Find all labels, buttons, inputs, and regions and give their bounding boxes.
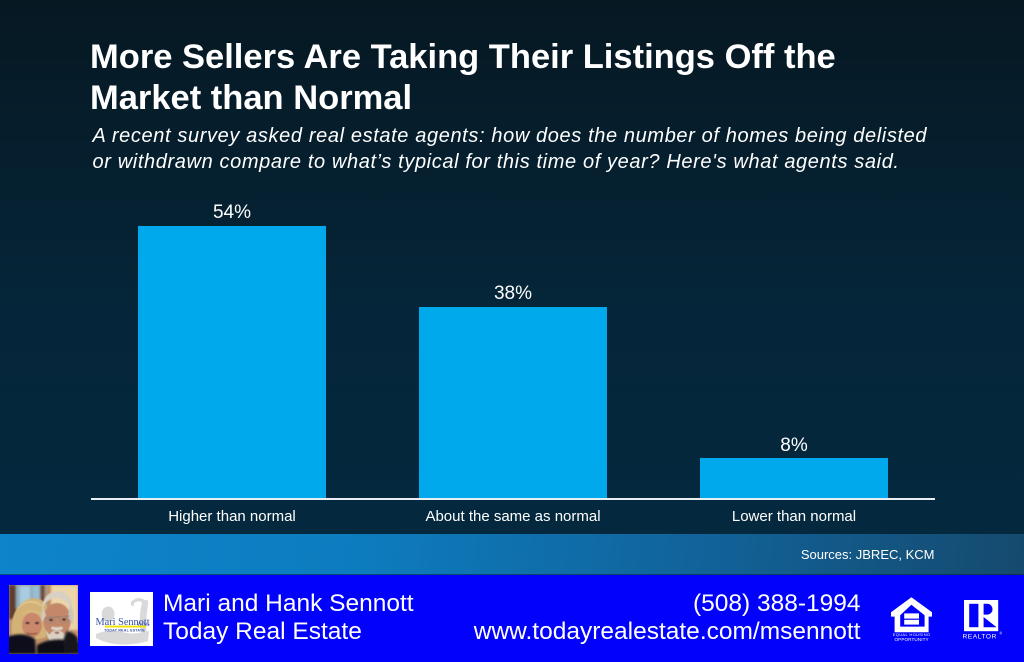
svg-text:Mari Sennott: Mari Sennott: [95, 616, 149, 627]
svg-text:REALTOR: REALTOR: [963, 634, 997, 641]
svg-text:plus: plus: [137, 619, 150, 627]
svg-text:OPPORTUNITY: OPPORTUNITY: [894, 637, 928, 642]
svg-text:®: ®: [1000, 632, 1003, 636]
svg-text:EQUAL HOUSING: EQUAL HOUSING: [893, 632, 931, 637]
svg-text:TODAY REAL ESTATE: TODAY REAL ESTATE: [104, 628, 145, 632]
